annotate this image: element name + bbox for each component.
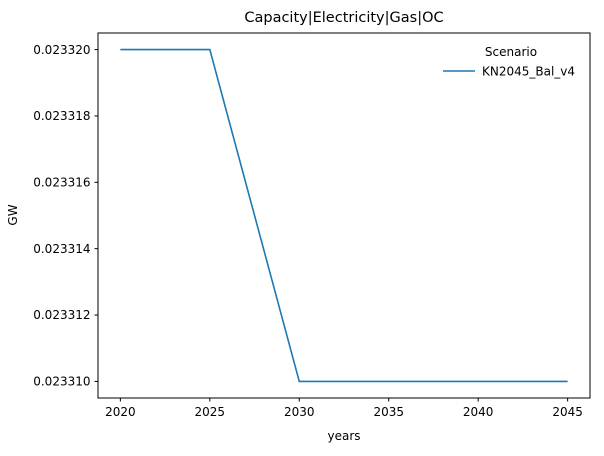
legend-title: Scenario	[485, 45, 537, 59]
x-axis-label: years	[327, 429, 360, 443]
y-tick-label: 0.023312	[33, 308, 90, 322]
axes-generated-content: 2020 2025 2030 2035 2040 2045 0.023310 0.023312…	[33, 32, 591, 419]
y-tick-label: 0.023318	[33, 109, 90, 123]
legend: Scenario KN2045_Bal_v4	[443, 45, 575, 79]
legend-entry-label: KN2045_Bal_v4	[482, 65, 575, 79]
x-tick-label: 2035	[373, 405, 404, 419]
y-tick-label: 0.023320	[33, 43, 90, 57]
x-tick-label: 2030	[284, 405, 315, 419]
x-tick-label: 2020	[105, 405, 136, 419]
y-tick-label: 0.023314	[33, 242, 90, 256]
axes-frame	[97, 32, 591, 399]
y-tick-label: 0.023310	[33, 375, 90, 389]
y-tick-label: 0.023316	[33, 176, 90, 190]
series-line	[120, 48, 568, 383]
y-axis-label: GW	[6, 204, 20, 225]
x-tick-label: 2025	[195, 405, 226, 419]
chart-title: Capacity|Electricity|Gas|OC	[244, 10, 443, 26]
x-tick-label: 2040	[463, 405, 494, 419]
x-tick-label: 2045	[552, 405, 583, 419]
